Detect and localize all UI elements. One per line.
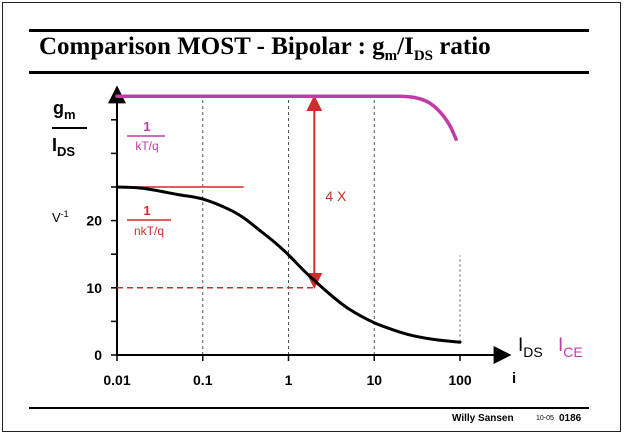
- footer-author: Willy Sansen: [452, 413, 514, 424]
- xlabel-mos: IDS: [518, 335, 543, 360]
- slide-title: Comparison MOST - Bipolar : gm/IDS ratio: [39, 33, 491, 65]
- series-line-bipolar: [115, 94, 458, 142]
- ylabel-numerator: gm: [53, 98, 76, 122]
- footer-code: 10-05: [536, 415, 554, 422]
- x-tick-label-0.1: 0.1: [193, 372, 213, 388]
- title-rule-bottom: [29, 71, 589, 74]
- ticks: 0.01 0.1 1 10 100 0 10 20: [86, 119, 472, 388]
- title-main: Comparison MOST - Bipolar : g: [39, 33, 385, 60]
- footer-rule: [29, 407, 589, 409]
- axes: [108, 85, 512, 364]
- series-line-mos: [115, 185, 462, 344]
- xlabel-bipolar: ICE: [558, 335, 583, 360]
- series: [115, 94, 462, 344]
- footer-page-number: 0186: [559, 413, 582, 424]
- title-rule-top: [29, 29, 589, 32]
- y-unit-label: V-1: [52, 209, 69, 225]
- x-tick-label-1: 1: [285, 372, 293, 388]
- y-tick-label-0: 0: [94, 347, 102, 363]
- x-tick-label-0.01: 0.01: [103, 372, 130, 388]
- kt-fraction-denominator: kT/q: [135, 139, 158, 153]
- annotations: 4 X 1 kT/q 1 nkT/q: [117, 95, 461, 342]
- x-unit-label: i: [512, 370, 516, 387]
- y-tick-label-20: 20: [86, 213, 102, 229]
- y-tick-label-10: 10: [86, 280, 102, 296]
- x-tick-label-100: 100: [448, 372, 472, 388]
- title-sub-ds: DS: [413, 48, 434, 64]
- x-tick-label-10: 10: [366, 372, 382, 388]
- kt-fraction-numerator: 1: [143, 119, 150, 134]
- ratio-label: 4 X: [325, 188, 347, 204]
- nkt-fraction-denominator: nkT/q: [134, 224, 164, 238]
- ylabel-denominator: IDS: [52, 135, 75, 159]
- title-sub-m: m: [384, 48, 398, 64]
- title-mid: /I: [397, 33, 414, 60]
- slide: Comparison MOST - Bipolar : gm/IDS ratio…: [2, 2, 621, 432]
- chart: 0.01 0.1 1 10 100 0 10 20 4 X 1 kT/q 1 nkT/q gm IDS…: [52, 85, 583, 388]
- nkt-fraction-numerator: 1: [143, 203, 150, 218]
- grid: [202, 99, 375, 355]
- title-tail: ratio: [433, 33, 491, 60]
